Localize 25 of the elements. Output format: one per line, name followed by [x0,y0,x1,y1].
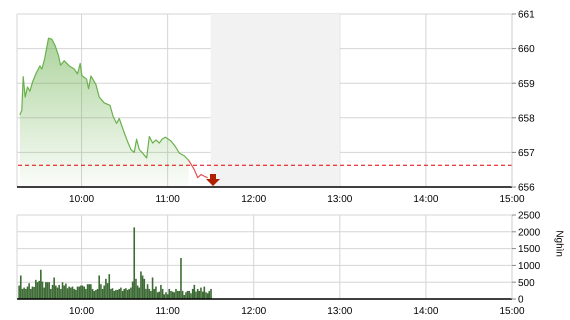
y-tick-label: 660 [518,44,536,56]
x-tick-label: 15:00 [499,306,525,318]
y-tick-label: 500 [518,278,536,289]
x-tick-label: 11:00 [156,306,180,318]
y-tick-label: 659 [518,78,536,90]
x-tick-label: 14:00 [413,306,439,318]
y-tick-label: 2000 [518,227,541,238]
x-tick-label: 10:00 [69,194,95,206]
x-tick-label: 13:00 [327,194,353,206]
y-tick-label: 0 [518,294,524,306]
y-tick-label: 2500 [518,210,541,222]
x-tick-label: 13:00 [327,306,353,318]
x-tick-label: 10:00 [69,306,95,318]
x-tick-label: 12:00 [241,306,267,318]
x-tick-label: 11:00 [156,194,180,206]
y-tick-label: 657 [518,148,536,159]
x-tick-label: 15:00 [499,194,525,206]
y-tick-label: 658 [518,113,536,124]
x-tick-label: 12:00 [241,194,267,206]
x-tick-label: 14:00 [413,194,439,206]
y-tick-label: 661 [518,10,536,21]
y-tick-label: 1500 [518,244,541,256]
y-tick-label: 1000 [518,260,541,272]
y-tick-label: 656 [518,182,536,194]
y-axis-title: Nghìn [553,230,564,257]
